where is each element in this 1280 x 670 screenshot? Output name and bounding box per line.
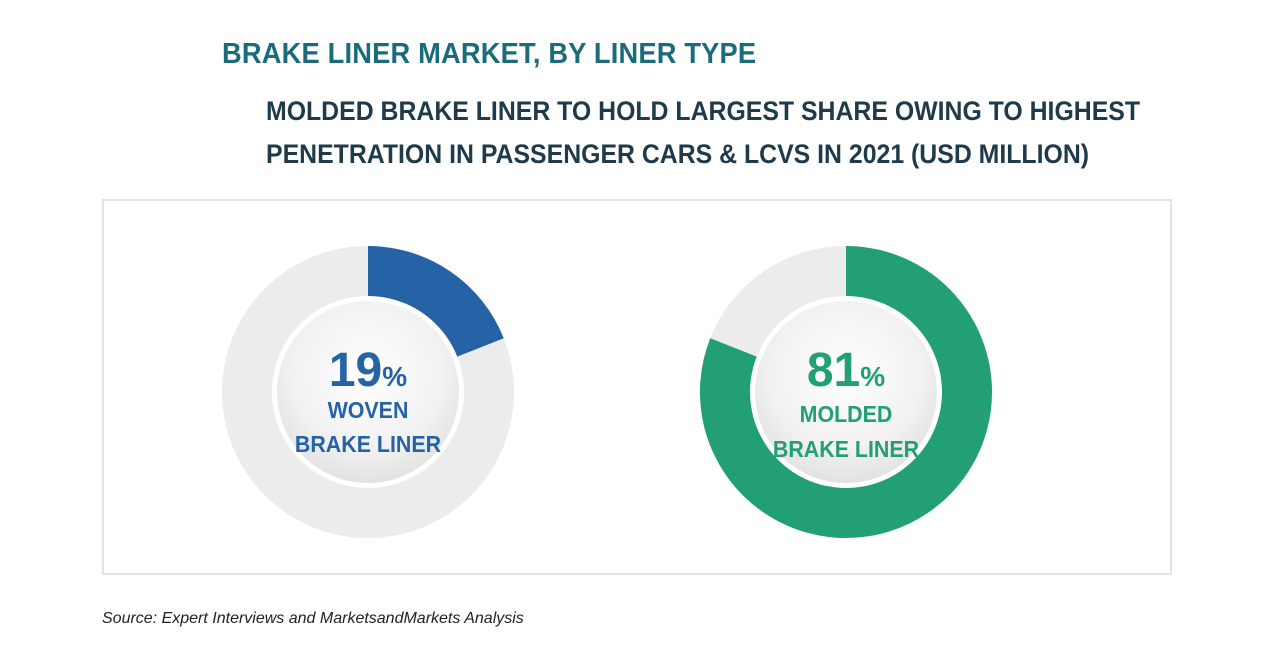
source-note: Source: Expert Interviews and Marketsand… <box>102 610 524 627</box>
chart-subtitle: MOLDED BRAKE LINER TO HOLD LARGEST SHARE… <box>266 90 1140 176</box>
molded-donut-chart: 81% MOLDED BRAKE LINER <box>700 246 992 538</box>
woven-percent-value: 19 <box>328 344 383 397</box>
molded-donut-slice <box>700 246 992 538</box>
woven-label-line-2: BRAKE LINER <box>294 431 442 457</box>
molded-percent-label: 81% <box>700 343 992 410</box>
molded-donut-inner-disc <box>755 301 937 483</box>
woven-percent-label: 19% <box>222 343 514 410</box>
molded-label-line-1: MOLDED <box>799 401 893 427</box>
woven-label-line-1: WOVEN <box>327 397 409 423</box>
molded-percent-symbol: % <box>860 361 886 392</box>
subtitle-line-1: MOLDED BRAKE LINER TO HOLD LARGEST SHARE… <box>266 96 1141 126</box>
molded-percent-value: 81 <box>806 344 861 397</box>
woven-donut-slice <box>367 246 504 359</box>
woven-donut-inner-disc <box>277 301 459 483</box>
molded-label-line-2: BRAKE LINER <box>772 436 920 462</box>
subtitle-line-2: PENETRATION IN PASSENGER CARS & LCVS IN … <box>266 139 1090 169</box>
chart-panel: 19% WOVEN BRAKE LINER 81% MOLDED BRAKE L… <box>102 199 1172 575</box>
woven-percent-symbol: % <box>382 361 408 392</box>
woven-donut-chart: 19% WOVEN BRAKE LINER <box>222 246 514 538</box>
woven-donut-svg <box>222 246 514 538</box>
molded-donut-svg <box>700 246 992 538</box>
chart-title: BRAKE LINER MARKET, BY LINER TYPE <box>222 38 757 70</box>
